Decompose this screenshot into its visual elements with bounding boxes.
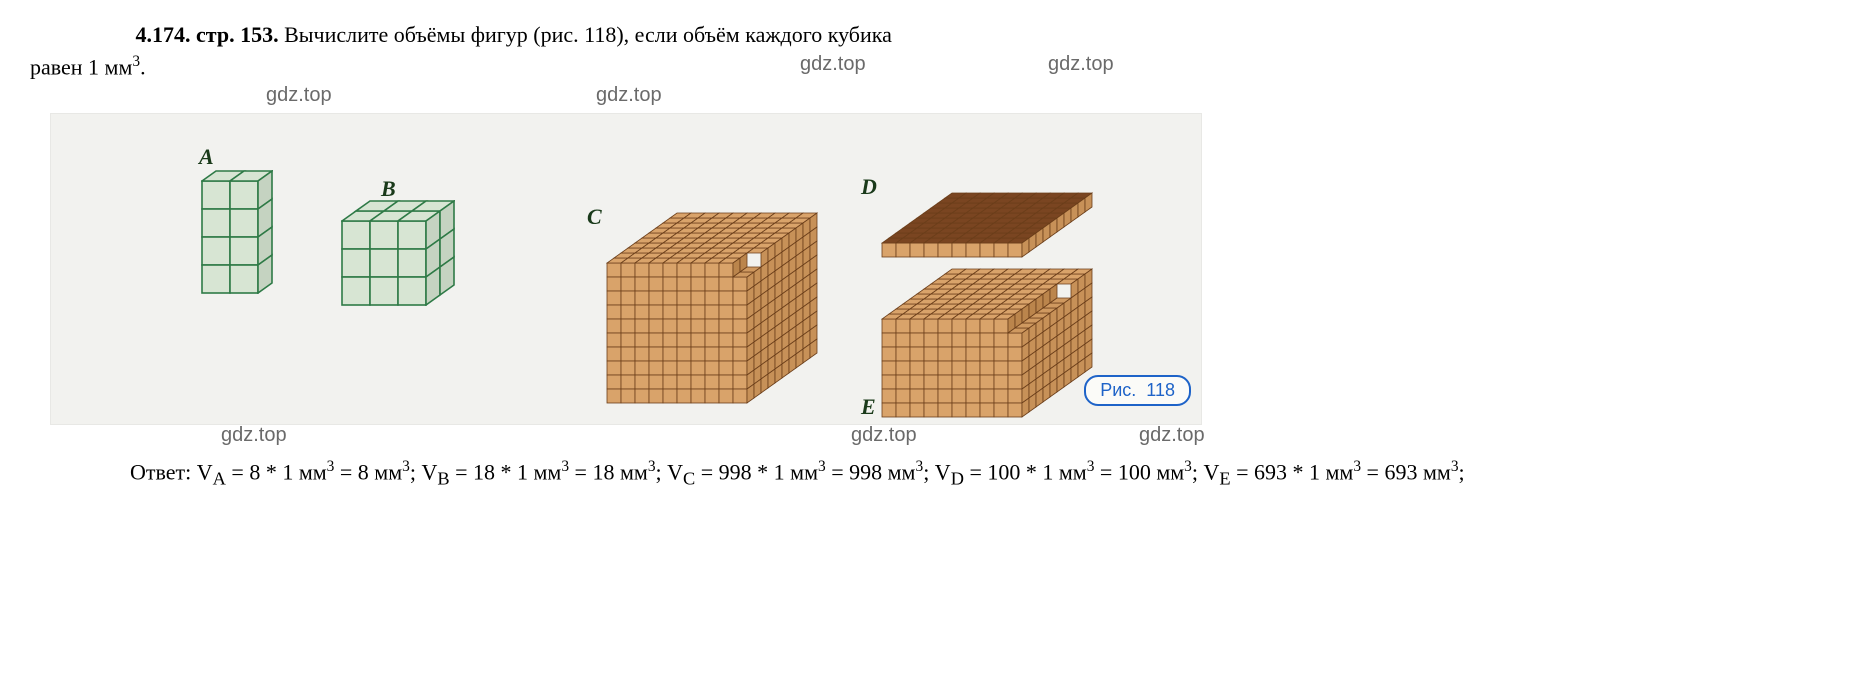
- shape-A: [201, 170, 273, 294]
- shape-label-A: A: [199, 144, 214, 170]
- shape-E: [881, 268, 1093, 418]
- shape-D: [881, 192, 1093, 258]
- answer-block: Ответ: VA = 8 * 1 мм3 = 8 мм3; VB = 18 *…: [30, 455, 1839, 493]
- figure-caption: Рис.118: [1084, 375, 1191, 406]
- watermark-text: gdz.top: [596, 84, 662, 107]
- problem-body-exp: 3: [132, 53, 140, 70]
- problem-body-1: Вычислите объёмы фигур (рис. 118), если …: [284, 22, 892, 47]
- shape-label-C: C: [587, 204, 602, 230]
- shape-C: [606, 212, 818, 404]
- watermark-text: gdz.top: [851, 424, 917, 447]
- shape-B: [341, 200, 455, 306]
- watermark-text: gdz.top: [800, 50, 866, 78]
- problem-number: 4.174.: [136, 22, 191, 47]
- watermark-text: gdz.top: [1139, 424, 1205, 447]
- watermark-text: gdz.top: [221, 424, 287, 447]
- figure-118: gdz.topgdz.topgdz.topgdz.topgdz.topABCDE…: [50, 113, 1202, 425]
- shape-label-E: E: [861, 394, 876, 420]
- problem-body-2: равен 1 мм: [30, 54, 132, 79]
- watermark-text: gdz.top: [1048, 50, 1114, 78]
- problem-page: стр. 153.: [196, 22, 279, 47]
- shape-label-D: D: [861, 174, 877, 200]
- shape-label-B: B: [381, 176, 396, 202]
- problem-statement: 4.174. стр. 153. Вычислите объёмы фигур …: [30, 20, 1839, 83]
- watermark-text: gdz.top: [266, 84, 332, 107]
- problem-body-end: .: [140, 54, 146, 79]
